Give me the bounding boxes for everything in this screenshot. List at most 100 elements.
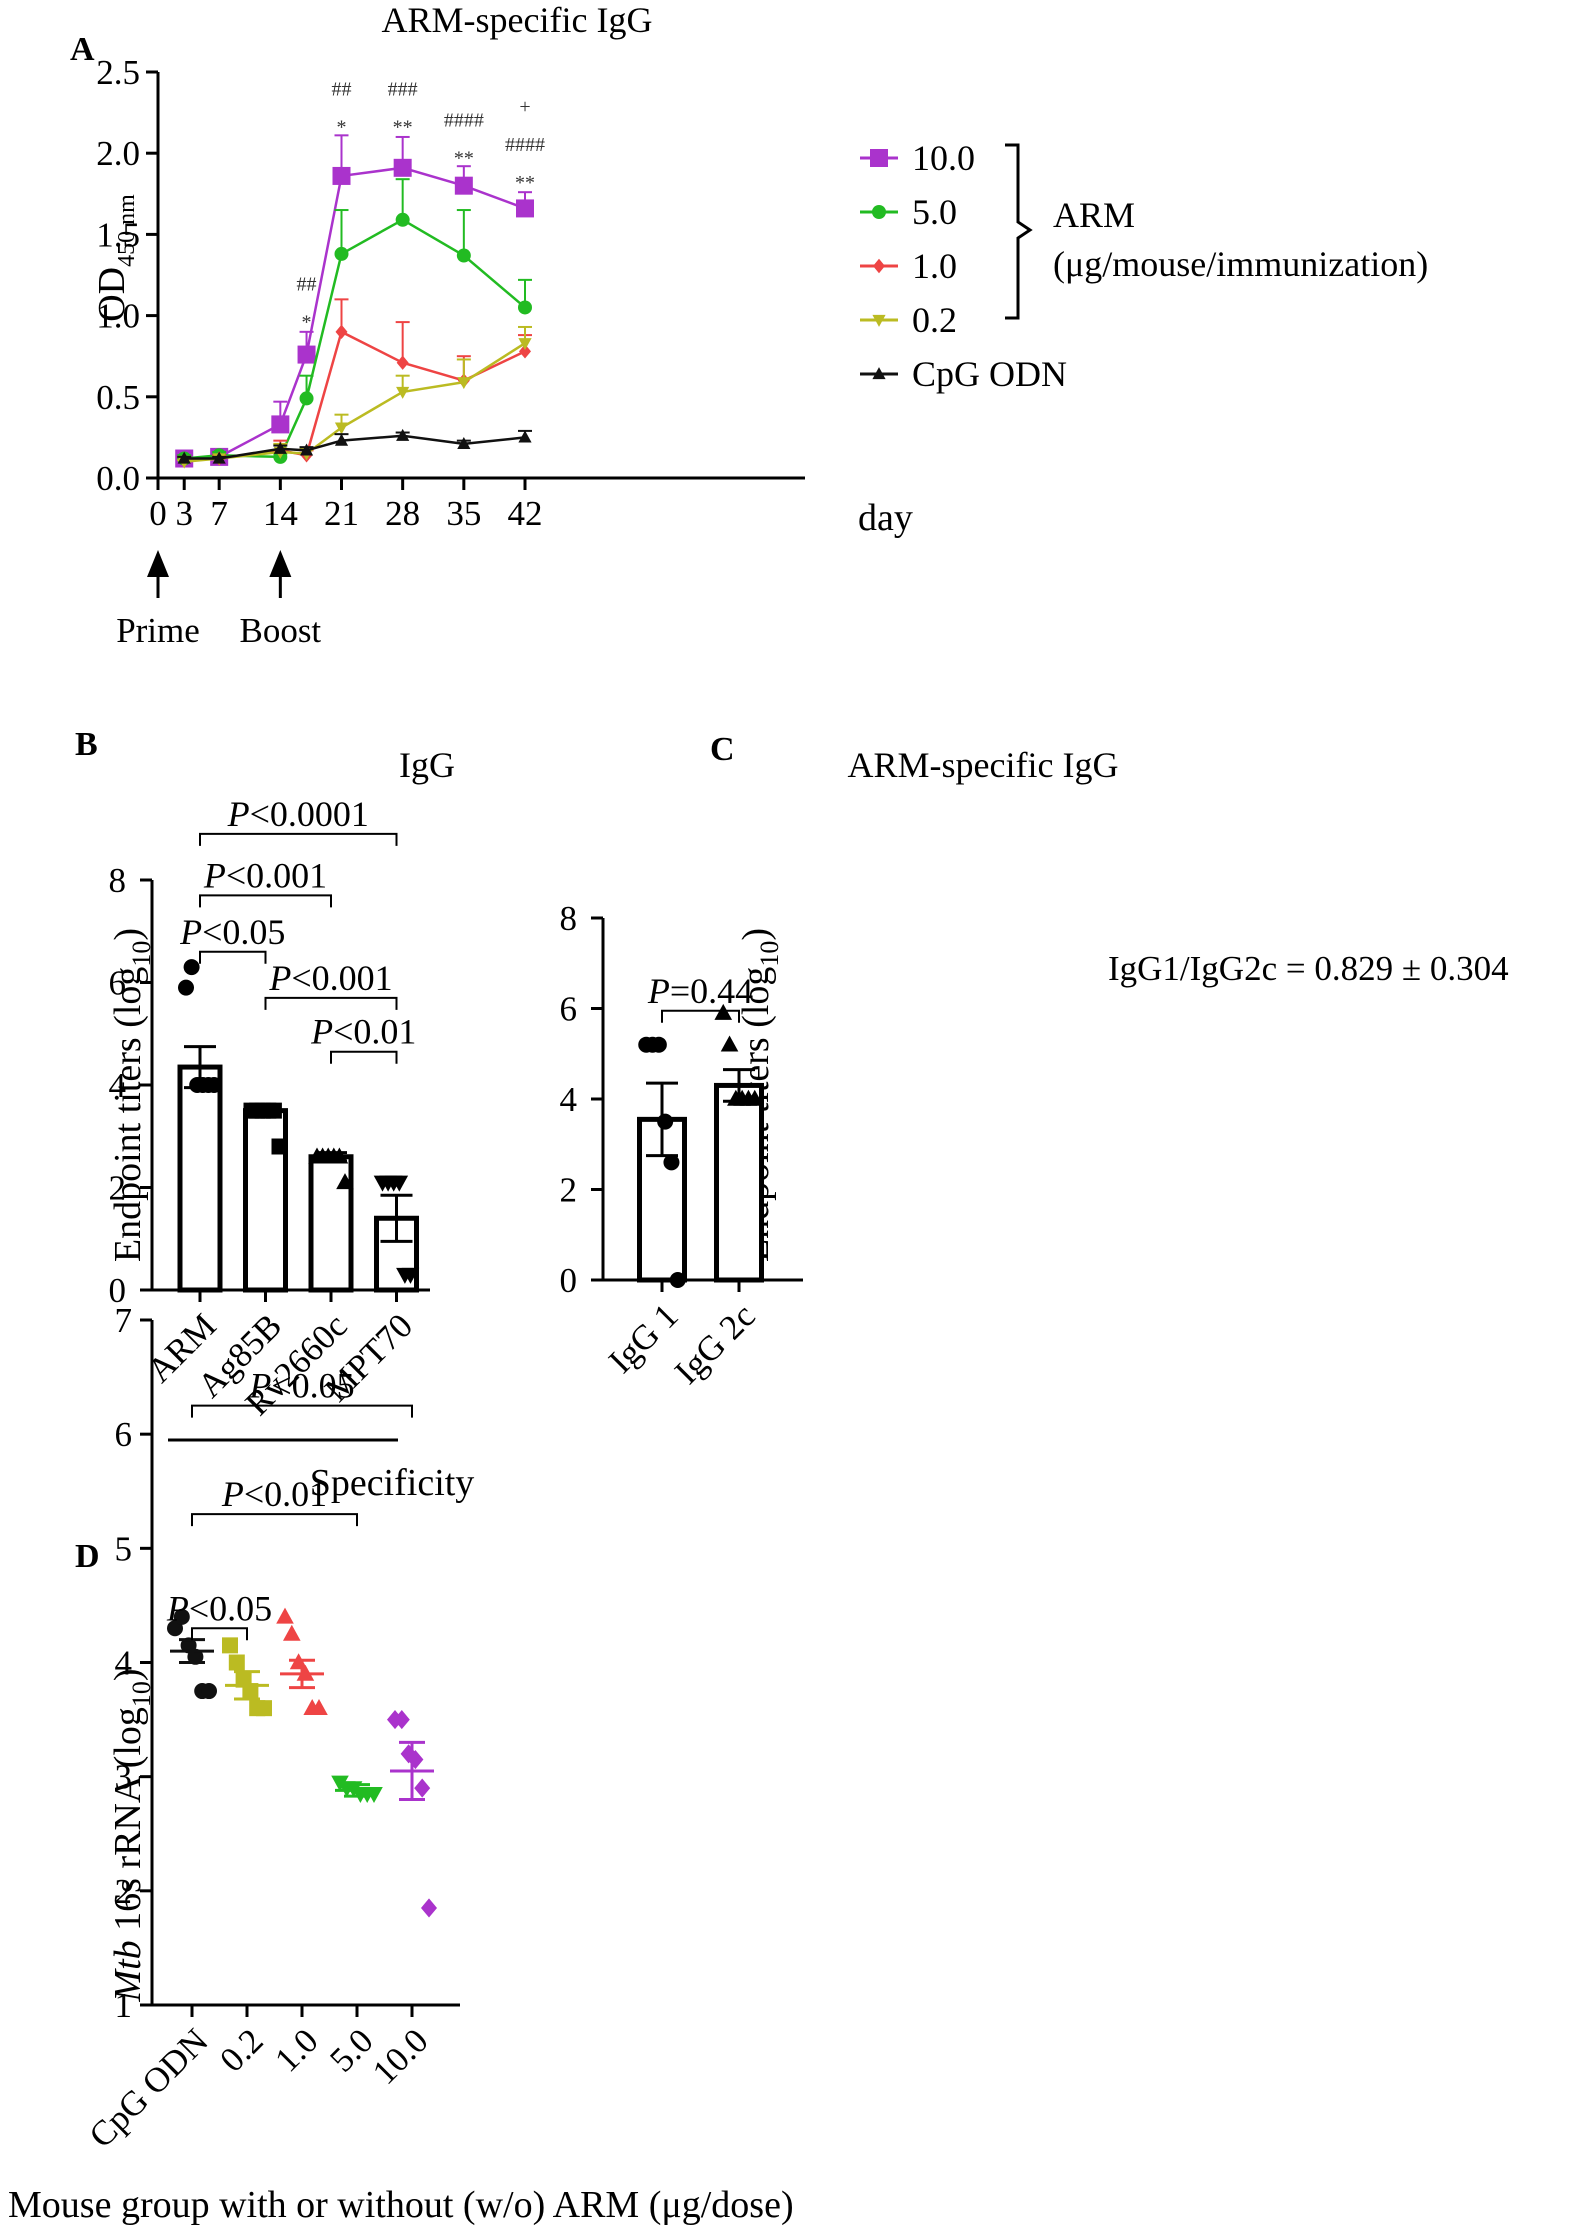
a-series-10.0 (175, 134, 534, 468)
c-x-tick-label: IgG 2c (667, 1296, 763, 1392)
b-comparison-label-p: P (179, 912, 202, 952)
a-point (273, 441, 287, 454)
panel-a-axes: 0.0 0.5 1.0 1.5 2.0 2.5 0 3 7 14 21 28 35 42 (96, 53, 805, 533)
b-comparison-label: P<0.0001 (227, 794, 369, 834)
a-point (299, 443, 314, 456)
b-comparison-bracket (330, 1050, 398, 1064)
b-point (178, 979, 194, 996)
a-x-tick-label: 7 (210, 494, 228, 533)
b-comparison-label-p: P (227, 794, 250, 834)
c-point (669, 1272, 686, 1288)
a-y-tick-label: 0.0 (96, 459, 140, 498)
a-point (457, 377, 471, 390)
c-comparison-label: P=0.44 (647, 971, 753, 1011)
d-point (201, 1683, 217, 1700)
a-point (456, 248, 471, 263)
b-comparison-label-p: P (268, 958, 291, 998)
panel-b-chart: 02468ARMAg85BRv2660cMPT70P<0.0001P<0.001… (109, 794, 430, 1442)
panel-a-ylabel: OD450 nm (91, 194, 140, 322)
a-legend-label: 10.0 (912, 138, 975, 178)
panel-a-legend: 10.0 5.0 1.0 0.2 CpG ODN (860, 138, 1067, 394)
c-comparison-bracket (661, 1009, 740, 1023)
a-significance-mark: * (337, 117, 347, 139)
a-significance-mark: ## (332, 79, 352, 101)
d-comparison-label: P<0.01 (221, 1474, 327, 1514)
a-x-tick-label: 0 (149, 494, 167, 533)
a-legend-marker (873, 258, 885, 274)
a-legend-label: 1.0 (912, 246, 957, 286)
a-point (335, 324, 348, 340)
c-comparison-label-p: P (647, 971, 670, 1011)
a-legend-marker (872, 314, 886, 327)
panel-a-ylabel-main: OD (91, 267, 133, 322)
d-comparison-label: P<0.05 (248, 1366, 354, 1406)
d-x-tick-label: CpG ODN (82, 2021, 216, 2155)
a-point (177, 451, 191, 464)
a-significance-mark: ** (454, 148, 474, 170)
d-point (310, 1698, 328, 1715)
b-comparison-label: P<0.001 (268, 958, 392, 998)
c-point (650, 1036, 667, 1053)
a-series-5.0 (177, 178, 532, 466)
a-legend-label: 0.2 (912, 300, 957, 340)
panel-b-title: IgG (399, 745, 455, 785)
c-comparison-label-rest: =0.44 (670, 971, 753, 1011)
b-point (206, 1077, 222, 1093)
b-comparison-label: P<0.01 (310, 1012, 416, 1052)
a-x-tick-label: 14 (263, 494, 298, 533)
a-x-tick-label: 35 (446, 494, 481, 533)
c-point (663, 1154, 680, 1171)
d-point (421, 1898, 437, 1918)
a-y-tick-label: 2.5 (96, 53, 140, 92)
d-y-tick-label: 1 (115, 1986, 133, 2025)
b-point (271, 1138, 288, 1155)
d-y-tick-label: 3 (115, 1758, 133, 1797)
d-point (228, 1654, 245, 1671)
a-x-tick-label: 42 (508, 494, 543, 533)
a-point (393, 158, 412, 177)
c-y-tick-label: 2 (560, 1171, 578, 1210)
b-point (390, 1175, 409, 1192)
d-x-tick-label: 0.2 (212, 2021, 271, 2080)
a-point (396, 355, 409, 370)
d-comparison-bracket (191, 1513, 358, 1527)
a-point (334, 433, 349, 446)
c-bar (714, 1082, 764, 1283)
d-point (256, 1700, 272, 1717)
panel-a-title: ARM-specific IgG (382, 0, 653, 40)
b-comparison-label-p: P (310, 1012, 333, 1052)
a-significance-mark: #### (444, 110, 484, 132)
a-significance-mark: ** (515, 172, 535, 194)
b-bar (243, 1108, 288, 1293)
a-point (518, 300, 532, 315)
d-y-tick-label: 6 (115, 1415, 133, 1454)
b-point (401, 1267, 420, 1284)
d-comparison-label: P<0.05 (166, 1588, 272, 1628)
d-point (414, 1778, 431, 1798)
a-significance-mark: + (519, 96, 530, 118)
a-point (518, 430, 532, 443)
b-y-tick-label: 0 (109, 1271, 127, 1310)
d-comparison-label-p: P (166, 1588, 189, 1628)
a-significance-mark: ## (297, 274, 317, 296)
a-y-tick-label: 0.5 (96, 378, 140, 417)
b-y-tick-label: 4 (109, 1066, 127, 1105)
d-comparison-label-p: P (221, 1474, 244, 1514)
panel-a-xlabel: day (858, 497, 913, 539)
a-point (454, 176, 473, 195)
a-arrow-head (269, 550, 292, 577)
panel-b-xlabel: Specificity (310, 1462, 475, 1504)
d-x-tick-label: 10.0 (365, 2021, 436, 2092)
d-point (283, 1624, 301, 1641)
b-point (336, 1173, 354, 1190)
c-y-tick-label: 8 (560, 899, 578, 938)
a-series-0.2 (177, 325, 532, 469)
a-x-tick-label: 28 (385, 494, 420, 533)
b-comparison-label-p: P (203, 855, 226, 895)
panel-a-annotations: ## * ## * ### ** #### ** + #### ** (297, 79, 545, 334)
b-comparison-bracket (199, 950, 267, 964)
d-point (173, 1608, 190, 1625)
a-point (334, 422, 349, 435)
d-comparison-bracket (191, 1404, 413, 1418)
b-comparison-label-rest: <0.0001 (250, 794, 369, 834)
